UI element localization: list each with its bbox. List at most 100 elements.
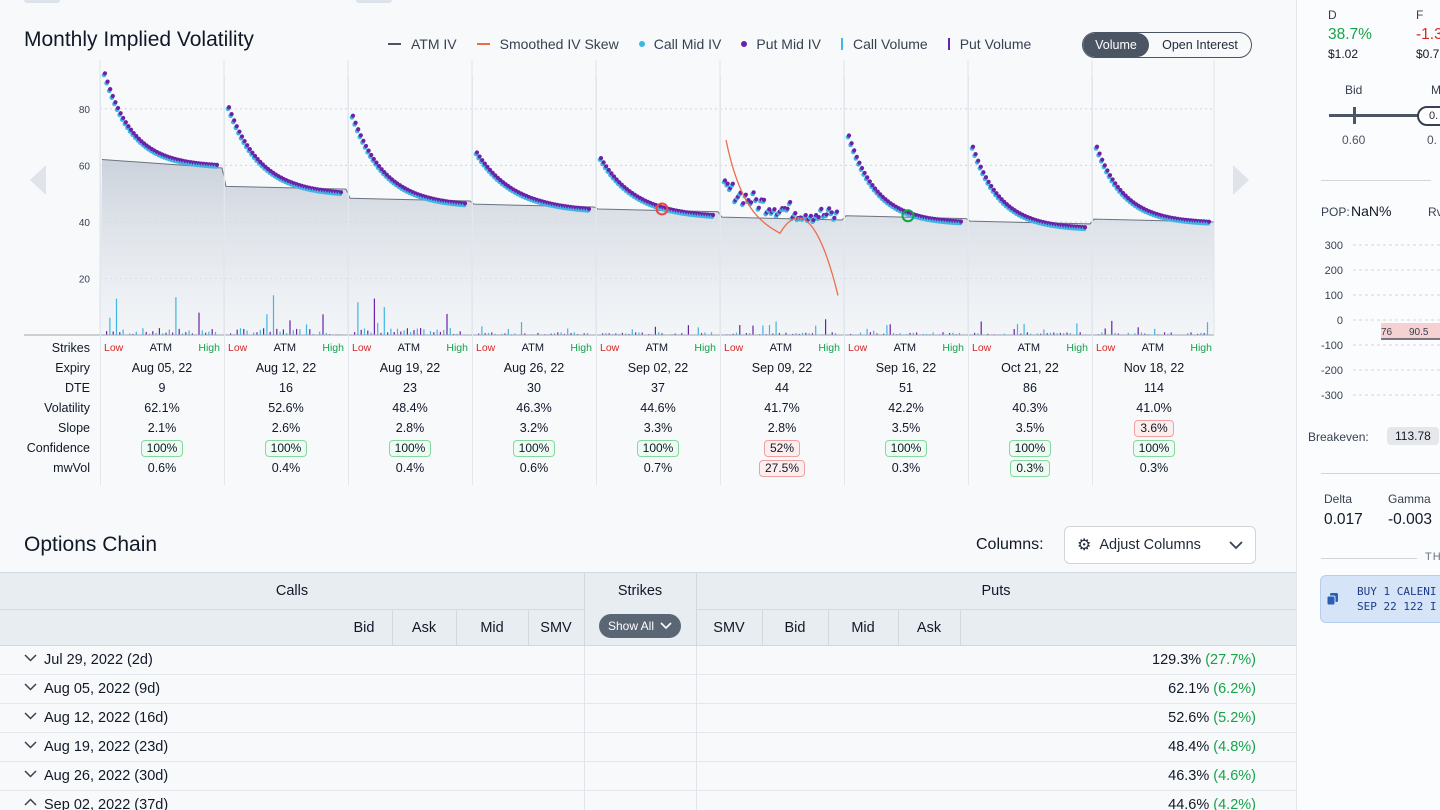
call-volume-bar [631,329,633,335]
put-volume-bar [1104,328,1106,335]
expiry-row[interactable]: Sep 02, 2022 (37d) 44.6% (4.2%) [0,791,1296,810]
call-volume-bar [775,321,777,335]
put-mid-iv-point [485,164,490,169]
slider-bid-marker[interactable] [1353,107,1356,124]
legend-item-put-mid-iv[interactable]: Put Mid IV [741,36,821,52]
call-volume-bar [1003,333,1005,335]
expiry-stats-column[interactable]: Low ATM High Sep 02, 22 37 44.6% 3.3% 10… [596,338,720,478]
toggle-open-interest[interactable]: Open Interest [1162,38,1238,52]
expiry-row[interactable]: Aug 19, 2022 (23d) 48.4% (4.8%) [0,733,1296,762]
expiry-volatility: 46.3% [516,401,552,415]
expiry-volatility: 41.7% [764,401,800,415]
put-mid-iv-point [986,179,991,184]
legend-item-smoothed-iv-skew[interactable]: Smoothed IV Skew [476,36,619,52]
legend-item-call-mid-iv[interactable]: Call Mid IV [638,36,721,52]
chevron-down-icon[interactable] [24,651,37,667]
expiry-mwvol: 0.6% [519,461,549,475]
call-volume-bar [697,327,699,335]
legend-item-atm-iv[interactable]: ATM IV [388,36,457,52]
strike-high: High [942,342,964,354]
expiry-row[interactable]: Aug 05, 2022 (9d) 62.1% (6.2%) [0,675,1296,704]
put-volume-bar [158,328,160,335]
expiry-dte: 86 [1023,381,1037,395]
put-mid-iv-point [725,181,730,186]
column-separator [100,75,101,485]
col-put-mid[interactable]: Mid [851,620,875,636]
chevron-down-icon[interactable] [24,709,37,725]
pl-loss-region [1381,323,1440,339]
iv-chart: 80 60 40 20 [24,60,1249,336]
expiry-slope: 3.6% [1134,420,1174,437]
put-mid-iv-point [970,144,976,149]
divider [1321,558,1417,559]
expiry-stats-column[interactable]: Low ATM High Sep 16, 22 51 42.2% 3.5% 10… [844,338,968,478]
trade-ticket[interactable]: BUY 1 CALENI SEP 22 122 I [1320,575,1440,623]
expiry-stats-column[interactable]: Low ATM High Sep 09, 22 44 41.7% 2.8% 52… [720,338,844,478]
toggle-volume[interactable]: Volume [1083,33,1149,57]
put-volume-bar [400,331,402,335]
call-volume-bar [487,332,490,335]
y-tick-label: 20 [79,274,91,285]
put-volume-bar [1066,332,1068,335]
expiry-row[interactable]: Jul 29, 2022 (2d) 129.3% (27.7%) [0,646,1296,675]
divider [960,610,961,647]
put-volume-bar [1059,332,1061,335]
put-mid-iv-point [118,111,123,116]
expiry-confidence: 100% [1008,440,1052,457]
legend-item-put-volume[interactable]: Put Volume [947,36,1031,52]
put-mid-iv-point [958,219,964,224]
chevron-down-icon[interactable] [24,680,37,696]
expiry-stats-column[interactable]: Low ATM High Aug 12, 22 16 52.6% 2.6% 10… [224,338,348,478]
call-volume-bar [815,325,817,335]
show-all-strikes-dropdown[interactable]: Show All [599,614,681,638]
chevron-down-icon[interactable] [24,767,37,783]
put-volume-bar [289,320,291,335]
put-mid-iv-point [741,201,746,206]
call-volume-bar [795,333,797,335]
put-volume-bar [478,333,480,335]
col-call-smv[interactable]: SMV [540,620,572,636]
call-volume-bar [892,333,895,335]
strike-high: High [1066,342,1088,354]
put-mid-iv-point [994,191,999,196]
expiry-confidence: 100% [140,440,184,457]
put-mid-iv-point [255,156,260,162]
expiry-stats-column[interactable]: Low ATM High Nov 18, 22 114 41.0% 3.6% 1… [1092,338,1216,478]
copy-icon[interactable] [1326,592,1340,606]
call-volume-bar [266,314,268,335]
legend-swatch [840,38,843,50]
put-volume-bar [1164,332,1166,335]
volume-oi-toggle[interactable]: Volume Open Interest [1082,32,1252,58]
strike-markers: Low ATM High [348,338,472,358]
legend-item-call-volume[interactable]: Call Volume [840,36,928,52]
expiry-mwvol: 0.4% [271,461,301,475]
expiry-volatility: 48.4% [392,401,428,415]
put-mid-iv-point [816,214,821,220]
price-slider-track[interactable] [1329,114,1440,117]
iv-change: (4.6%) [1213,768,1256,784]
divider [528,610,529,647]
expiry-confidence: 100% [388,440,432,457]
expiry-slope: 2.8% [395,421,425,435]
expiry-stats-column[interactable]: Low ATM High Aug 19, 22 23 48.4% 2.8% 10… [348,338,472,478]
expiry-row[interactable]: Aug 26, 2022 (30d) 46.3% (4.6%) [0,762,1296,791]
col-call-bid[interactable]: Bid [353,620,375,636]
col-put-smv[interactable]: SMV [713,620,745,636]
delta-value: 0.017 [1324,511,1363,528]
put-volume-bar [889,324,891,335]
expiry-stats-column[interactable]: Low ATM High Oct 21, 22 86 40.3% 3.5% 10… [968,338,1092,478]
expiry-stats-column[interactable]: Low ATM High Aug 26, 22 30 46.3% 3.2% 10… [472,338,596,478]
expiry-stats-column[interactable]: Low ATM High Aug 05, 22 9 62.1% 2.1% 100… [100,338,224,478]
adjust-columns-button[interactable]: ⚙ Adjust Columns [1064,526,1256,564]
put-mid-iv-point [1110,177,1115,182]
put-mid-iv-point [751,190,756,195]
col-call-mid[interactable]: Mid [480,620,504,636]
col-call-ask[interactable]: Ask [411,620,437,636]
col-put-bid[interactable]: Bid [784,620,806,636]
slider-handle[interactable]: 0. [1417,106,1440,126]
chevron-down-icon[interactable] [24,738,37,754]
expiry-row[interactable]: Aug 12, 2022 (16d) 52.6% (5.2%) [0,704,1296,733]
expiry-confidence: 100% [1132,440,1176,457]
chevron-up-icon[interactable] [24,796,37,810]
col-put-ask[interactable]: Ask [916,620,942,636]
